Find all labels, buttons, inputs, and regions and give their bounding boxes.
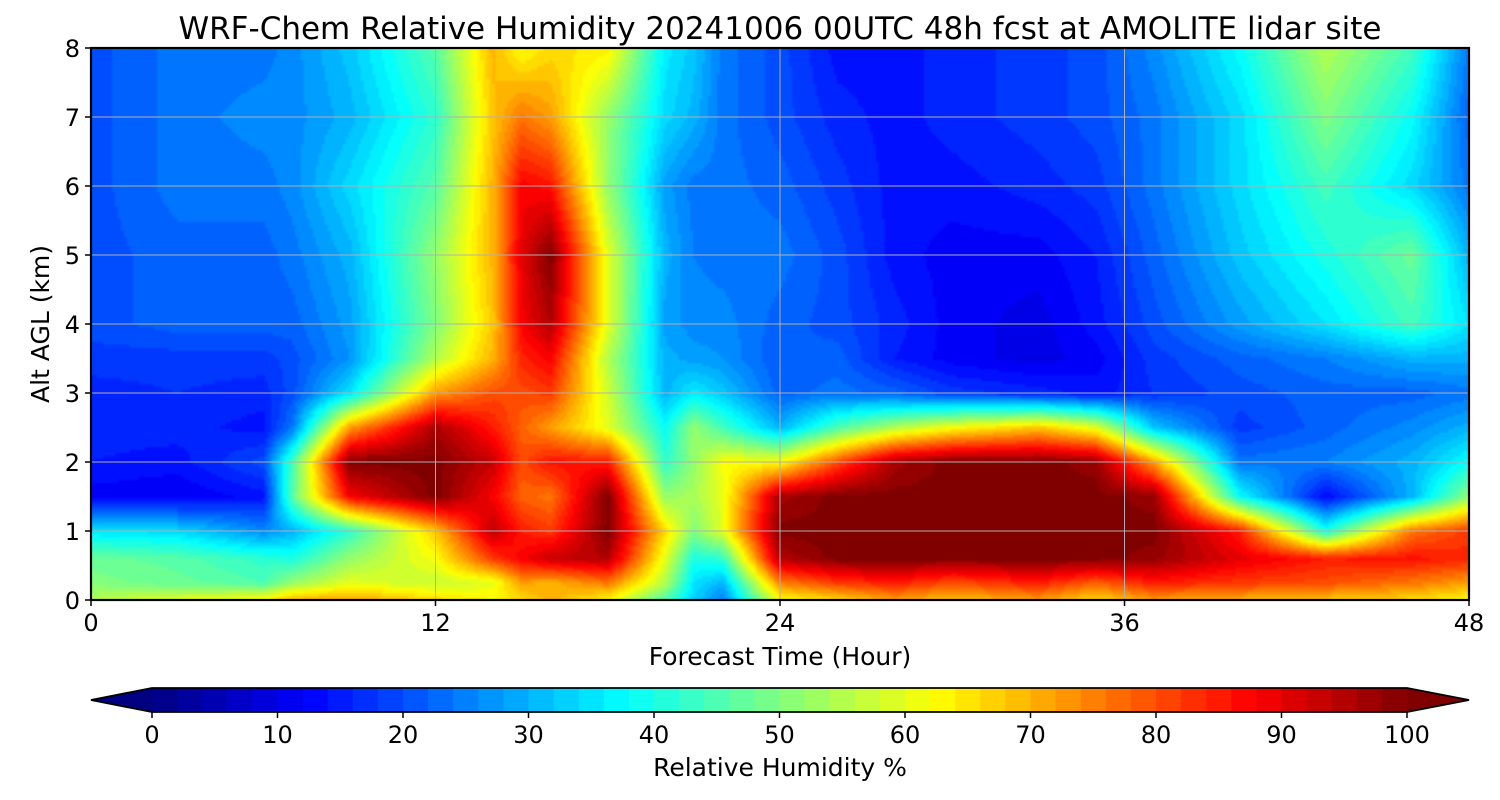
colorbar-segment (578, 688, 605, 712)
colorbar-segment (453, 688, 479, 712)
colorbar-segment (277, 688, 304, 712)
colorbar-segment (1206, 688, 1232, 712)
y-tick-label: 0 (65, 587, 80, 615)
colorbar-tick-label: 30 (513, 721, 544, 749)
colorbar-segment (252, 688, 279, 712)
colorbar-segment (1231, 688, 1257, 712)
colorbar-segment (1055, 688, 1082, 712)
x-tick-label: 36 (1109, 609, 1140, 637)
colorbar-segment (930, 688, 956, 712)
colorbar-segment (227, 688, 253, 712)
y-tick-label: 3 (65, 380, 80, 408)
y-tick-labels: 0 1 2 3 4 5 6 7 8 (65, 35, 80, 615)
x-tick-label: 24 (765, 609, 796, 637)
colorbar-tick-label: 90 (1266, 721, 1297, 749)
colorbar-segment (879, 688, 906, 712)
colorbar-segment (177, 688, 203, 712)
colorbar-segment (428, 688, 454, 712)
colorbar-segment (905, 688, 931, 712)
colorbar-segment (1105, 688, 1132, 712)
colorbar-segment (503, 688, 530, 712)
colorbar-segment (327, 688, 354, 712)
colorbar-segment (1080, 688, 1107, 712)
colorbar-segment (679, 688, 705, 712)
y-tick-label: 6 (65, 173, 80, 201)
x-tick-label: 0 (83, 609, 98, 637)
colorbar-segment (1005, 688, 1032, 712)
y-tick-label: 8 (65, 35, 80, 63)
x-tick-labels: 0 12 24 36 48 (83, 609, 1484, 637)
colorbar-segment (980, 688, 1006, 712)
colorbar-segment (202, 688, 228, 712)
colorbar-tick-label: 40 (639, 721, 670, 749)
colorbar-segment (1281, 688, 1308, 712)
x-axis-title: Forecast Time (Hour) (649, 642, 912, 671)
colorbar-segment (955, 688, 981, 712)
colorbar-segment (829, 688, 856, 712)
colorbar-segment (1356, 688, 1383, 712)
colorbar-segment (302, 688, 329, 712)
chart-title: WRF-Chem Relative Humidity 20241006 00UT… (178, 11, 1381, 47)
y-axis-title: Alt AGL (km) (26, 245, 55, 403)
colorbar-segment (1181, 688, 1207, 712)
colorbar-segment (1030, 688, 1057, 712)
y-tick-label: 5 (65, 242, 80, 270)
colorbar-tick-label: 100 (1384, 721, 1430, 749)
x-tick-label: 12 (420, 609, 451, 637)
colorbar-tick-labels: 0 10 20 30 40 50 60 70 80 90 100 (144, 721, 1430, 749)
colorbar-segment (528, 688, 555, 712)
y-tick-label: 1 (65, 518, 80, 546)
colorbar-tick-label: 0 (144, 721, 159, 749)
colorbar-segment (654, 688, 680, 712)
colorbar-segment (804, 688, 831, 712)
colorbar-tick-label: 70 (1015, 721, 1046, 749)
y-tick-label: 4 (65, 311, 80, 339)
grid-lines (91, 48, 1469, 600)
colorbar-segment (754, 688, 781, 712)
colorbar-tick-label: 50 (764, 721, 795, 749)
colorbar-segment (352, 688, 379, 712)
colorbar-gradient (91, 688, 1469, 712)
colorbar-ticks (151, 712, 1408, 718)
y-tick-label: 2 (65, 449, 80, 477)
colorbar-segment (1331, 688, 1358, 712)
colorbar-segment (478, 688, 504, 712)
colorbar-segment (628, 688, 655, 712)
colorbar-extend-high (1407, 688, 1469, 712)
colorbar-segment (1156, 688, 1182, 712)
colorbar-extend-low (91, 688, 152, 712)
y-tick-label: 7 (65, 104, 80, 132)
colorbar-tick-label: 60 (890, 721, 921, 749)
colorbar-segment (729, 688, 755, 712)
colorbar-segment (1130, 688, 1157, 712)
colorbar-tick-label: 20 (388, 721, 419, 749)
colorbar-segment (377, 688, 404, 712)
colorbar-segment (403, 688, 429, 712)
axis-ticks (85, 47, 1470, 606)
colorbar-segment (152, 688, 178, 712)
colorbar-title: Relative Humidity % (653, 753, 907, 782)
colorbar-segment (704, 688, 730, 712)
colorbar-segment (1381, 688, 1408, 712)
colorbar-segment (1256, 688, 1283, 712)
x-tick-label: 48 (1454, 609, 1485, 637)
colorbar-segment (1306, 688, 1333, 712)
colorbar-segment (603, 688, 630, 712)
colorbar-segment (779, 688, 806, 712)
colorbar-segment (553, 688, 580, 712)
colorbar-tick-label: 80 (1141, 721, 1172, 749)
colorbar-tick-label: 10 (262, 721, 293, 749)
colorbar-segment (854, 688, 881, 712)
